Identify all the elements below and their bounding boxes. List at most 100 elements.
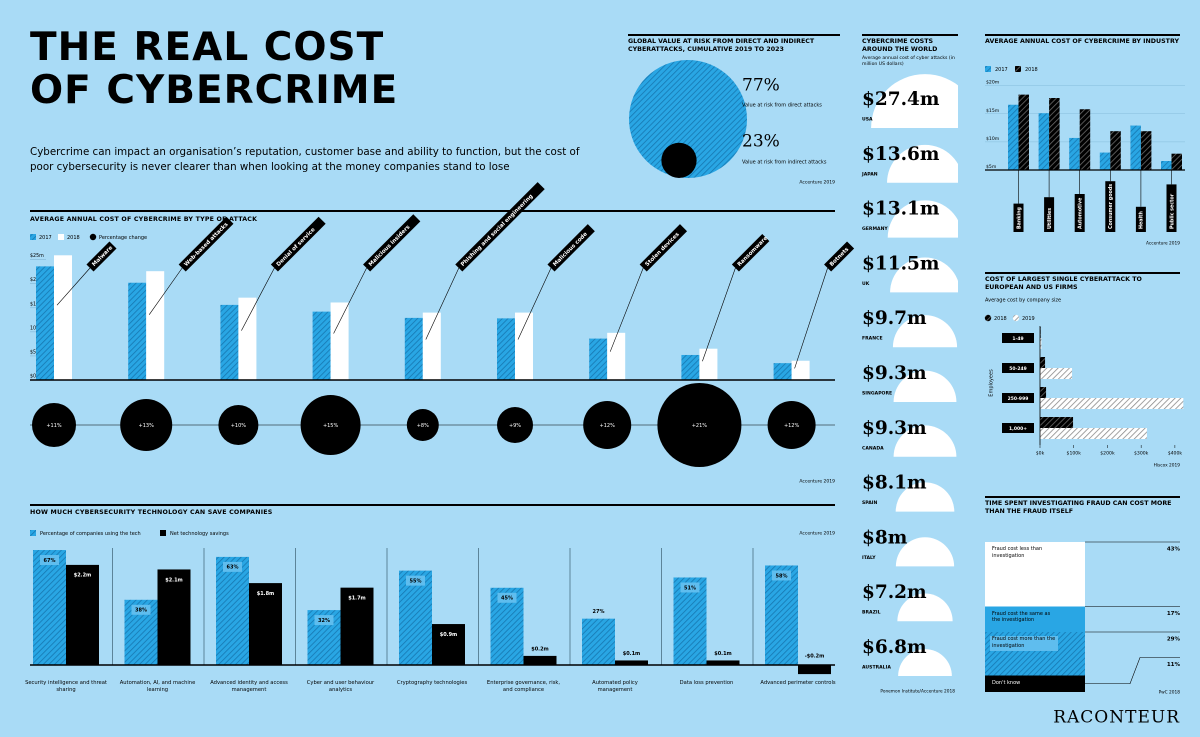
value-label: $6.8m <box>862 637 927 658</box>
tag-box <box>270 216 326 272</box>
bar <box>220 304 239 380</box>
legend-label: 2017 <box>39 235 52 241</box>
chart-title: TIME SPENT INVESTIGATING FRAUD CAN COST … <box>985 500 1172 516</box>
legend-swatch <box>1012 314 1020 322</box>
x-tick-label: $400k <box>1168 451 1183 457</box>
x-tick-label: Malicious insiders <box>368 224 412 268</box>
segment-label: Fraud cost the same as the investigation <box>992 610 1051 624</box>
value-label: 11% <box>1167 662 1181 668</box>
tag-box <box>1105 181 1116 232</box>
value-label: 45% <box>501 596 513 602</box>
x-tick-label: Data loss prevention <box>679 680 734 686</box>
bar <box>1079 109 1091 170</box>
value-label: 77% <box>742 76 780 96</box>
value-label: $9.3m <box>862 418 927 439</box>
label-box <box>131 604 151 615</box>
x-tick-label: Advanced perimeter controls <box>760 680 836 686</box>
bar <box>615 660 648 665</box>
bar <box>1040 357 1046 368</box>
page-title: THE REAL COST <box>30 25 384 70</box>
semicircle <box>892 315 958 348</box>
tag-box <box>1166 184 1177 232</box>
category-tag: Stolen devices <box>639 224 688 272</box>
label-box <box>314 615 334 626</box>
bar <box>340 587 374 665</box>
chart-title: GLOBAL VALUE AT RISK FROM DIRECT AND IND… <box>628 38 815 54</box>
bar <box>249 583 282 665</box>
bar <box>1171 153 1182 170</box>
label-box <box>40 555 59 566</box>
segment-label: Fraud cost more than the investigation <box>992 636 1056 649</box>
category-tag: Phishing and social engineering <box>455 182 545 272</box>
chart-title: HOW MUCH CYBERSECURITY TECHNOLOGY CAN SA… <box>30 509 273 516</box>
category-label: JAPAN <box>861 171 878 177</box>
bar <box>699 348 718 380</box>
tag-box <box>824 241 855 272</box>
value-label: $2.2m <box>74 573 92 579</box>
x-tick-label: $0k <box>1036 451 1045 457</box>
legend-label: 2018 <box>1025 67 1038 73</box>
label-bg <box>990 636 1058 651</box>
bar <box>791 360 810 380</box>
bar <box>146 271 165 380</box>
change-label: +11% <box>46 423 62 429</box>
bar <box>1161 161 1172 170</box>
bar <box>66 564 99 665</box>
bar <box>1018 94 1029 170</box>
source: Accenture 2019 <box>799 479 835 485</box>
y-tick-label: $25m <box>30 253 44 259</box>
legend-swatch <box>160 530 166 536</box>
tag-box <box>639 224 688 272</box>
category-box <box>1002 363 1034 373</box>
bar <box>589 338 608 380</box>
legend-label: Net technology savings <box>170 531 229 537</box>
bar <box>312 311 331 380</box>
category-label: Value at risk from indirect attacks <box>742 160 827 166</box>
category-tag: Public sector <box>1166 184 1177 232</box>
x-tick-label: Cryptography technologies <box>396 680 468 686</box>
value-label: 58% <box>776 573 788 579</box>
y-tick-label: 1-49 <box>1012 336 1023 342</box>
segment-label: Fraud cost less than investigation <box>992 546 1043 559</box>
x-tick-label: $300k <box>1134 451 1149 457</box>
y-tick-label: $5m <box>30 349 41 355</box>
change-circle <box>32 403 76 447</box>
bar <box>1040 417 1074 428</box>
x-tick-label: Ransomware <box>737 235 770 268</box>
tag-box <box>363 214 421 272</box>
semicircle <box>895 482 955 512</box>
legend-label: Percentage change <box>99 235 147 241</box>
value-label: $8.1m <box>862 473 927 494</box>
category-label: BRAZIL <box>862 610 881 616</box>
category-label: USA <box>862 117 873 123</box>
bar <box>515 312 533 380</box>
category-tag: Banking <box>1013 203 1024 232</box>
category-label: AUSTRALIA <box>862 665 891 671</box>
chart-title: CYBERCRIME COSTS AROUND THE WORLD <box>862 38 938 54</box>
category-tag: Automotive <box>1074 194 1085 232</box>
category-tag: Malicious code <box>547 224 595 272</box>
bar <box>681 354 700 380</box>
y-tick-label: $15m <box>986 108 1000 114</box>
semicircle <box>893 370 957 402</box>
category-label: SINGAPORE <box>862 391 892 397</box>
source: Ponemon Institute/Accenture 2018 <box>880 689 955 695</box>
category-label: Value at risk from direct attacks <box>742 103 822 109</box>
legend-label: 2018 <box>67 235 80 241</box>
value-label: 67% <box>44 558 56 564</box>
segment <box>985 606 1085 632</box>
bar <box>1130 125 1141 170</box>
bar <box>773 363 792 380</box>
value-label: 51% <box>684 585 696 591</box>
category-tag: Consumer goods <box>1105 181 1116 232</box>
leader-line <box>609 267 644 352</box>
category-tag: Ransomware <box>731 234 770 272</box>
value-label: $8m <box>862 527 908 548</box>
change-label: +13% <box>139 423 155 429</box>
bar <box>238 297 257 380</box>
value-label: $2.1m <box>165 577 183 583</box>
category-label: UK <box>862 281 870 287</box>
change-circle <box>406 409 439 441</box>
leader-line <box>425 267 460 340</box>
change-circle <box>657 383 742 467</box>
